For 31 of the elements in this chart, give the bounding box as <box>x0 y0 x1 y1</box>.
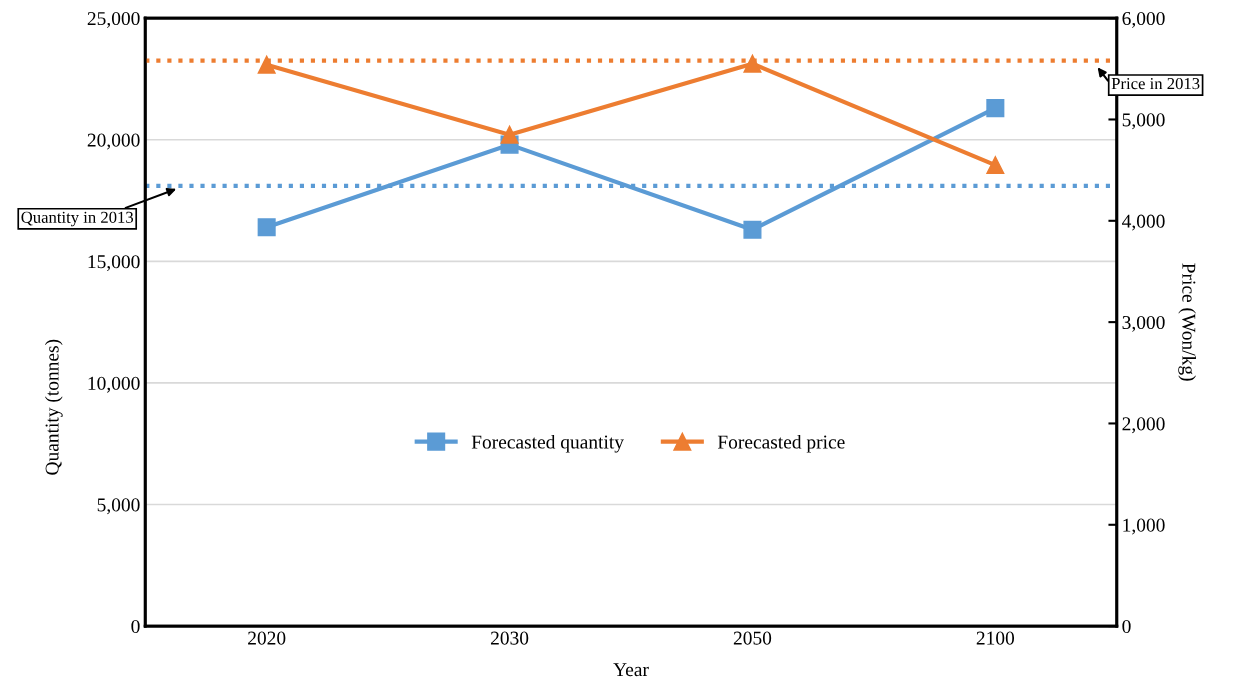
y-tick-label: 10,000 <box>88 376 140 393</box>
point <box>743 54 762 73</box>
y2-tick-label: 1,000 <box>1123 518 1165 535</box>
y-tick-label: 15,000 <box>88 255 140 272</box>
y2-axis-title: Price (Won/kg) <box>1178 263 1196 381</box>
point <box>986 156 1005 175</box>
y-tick-label: 0 <box>131 619 140 634</box>
x-tick-label: 2050 <box>733 631 772 645</box>
y2-tick-label: 3,000 <box>1122 315 1165 332</box>
ref-line-label: Price in 2013 <box>1111 77 1200 90</box>
x-tick-label: 2020 <box>248 631 286 645</box>
y2-tick-label: 0 <box>1122 619 1131 634</box>
point <box>500 125 519 144</box>
y-axis-title: Quantity (tonnes) <box>44 339 63 475</box>
y2-tick-label: 6,000 <box>1122 11 1165 28</box>
point <box>986 99 1005 118</box>
x-axis-title: Year <box>613 663 649 677</box>
x-tick-label: 2100 <box>976 631 1015 645</box>
point <box>257 218 276 237</box>
y-tick-label: 20,000 <box>87 133 140 150</box>
y2-tick-label: 2,000 <box>1122 417 1165 434</box>
x-tick-label: 2030 <box>490 631 529 645</box>
y-tick-label: 25,000 <box>87 11 140 28</box>
y2-tick-label: 4,000 <box>1122 214 1165 231</box>
point <box>743 220 762 239</box>
y-tick-label: 5,000 <box>97 498 140 515</box>
legend-label: Forecasted price <box>717 434 845 453</box>
y2-tick-label: 5,000 <box>1122 113 1165 130</box>
legend-label: Forecasted quantity <box>471 434 624 453</box>
point <box>257 55 276 74</box>
ref-line-label: Quantity in 2013 <box>21 211 134 227</box>
